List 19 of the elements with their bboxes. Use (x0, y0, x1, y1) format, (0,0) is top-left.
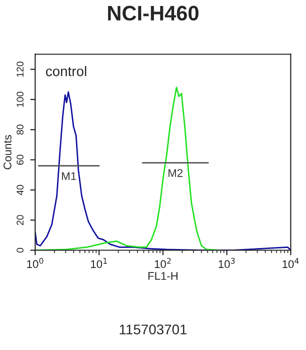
x-tick-label: 10$^{1}$ (91, 258, 107, 268)
y-tick-label: 0 (16, 248, 24, 253)
x-tick-label: 10$^{2}$ (154, 258, 171, 268)
y-tick-label: 60 (16, 154, 24, 165)
series-label: M2 (168, 169, 183, 177)
y-tick-label: 80 (16, 124, 24, 135)
y-tick-label: 20 (16, 215, 24, 226)
x-tick-label: 10$^{0}$ (27, 258, 44, 268)
y-tick-label: 100 (16, 92, 24, 107)
x-tick-label: 10$^{4}$ (282, 258, 299, 268)
y-axis-title: Counts (4, 135, 12, 170)
text: 115703701 (120, 324, 187, 334)
chart-title: NCI-H460 (108, 6, 198, 21)
x-tick-label: 10$^{3}$ (218, 258, 235, 268)
y-tick-label: 120 (16, 62, 24, 77)
series-label: M1 (62, 172, 76, 180)
annotation: control (46, 66, 86, 76)
y-tick-label: 40 (16, 184, 24, 196)
x-axis-title: FL1-H (148, 272, 178, 280)
